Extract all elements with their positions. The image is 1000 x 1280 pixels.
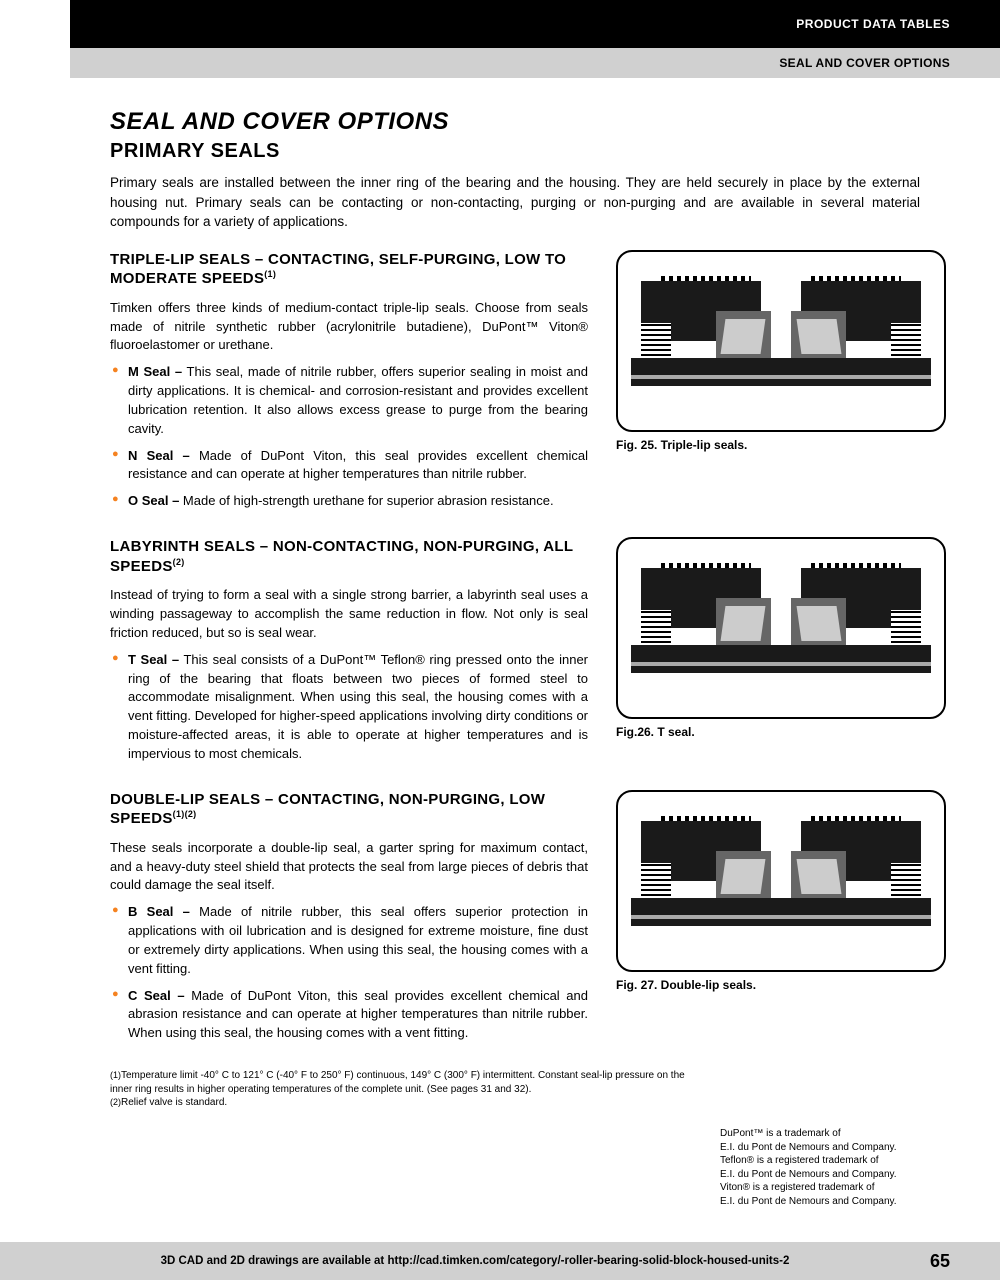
page-title: SEAL AND COVER OPTIONS (110, 108, 950, 136)
header-black-text: PRODUCT DATA TABLES (796, 17, 950, 31)
page-content: SEAL AND COVER OPTIONS PRIMARY SEALS Pri… (0, 78, 1000, 1110)
list-item: N Seal – Made of DuPont Viton, this seal… (110, 447, 588, 485)
figure-caption: Fig. 27. Double-lip seals. (616, 978, 946, 992)
figure-caption: Fig. 25. Triple-lip seals. (616, 438, 946, 452)
figure-caption: Fig.26. T seal. (616, 725, 946, 739)
section-heading: TRIPLE-LIP SEALS – CONTACTING, SELF-PURG… (110, 250, 588, 289)
list-item: C Seal – Made of DuPont Viton, this seal… (110, 987, 588, 1044)
footer-text: 3D CAD and 2D drawings are available at … (50, 1255, 900, 1267)
list-item: B Seal – Made of nitrile rubber, this se… (110, 903, 588, 978)
section-description: Instead of trying to form a seal with a … (110, 586, 588, 643)
header-gray-bar: SEAL AND COVER OPTIONS (70, 48, 1000, 78)
footnotes: (1)Temperature limit -40° C to 121° C (-… (110, 1069, 700, 1110)
section-heading: DOUBLE-LIP SEALS – CONTACTING, NON-PURGI… (110, 790, 588, 829)
section-description: These seals incorporate a double-lip sea… (110, 839, 588, 896)
seal-diagram (616, 537, 946, 719)
header-gray-text: SEAL AND COVER OPTIONS (779, 56, 950, 70)
section-text: TRIPLE-LIP SEALS – CONTACTING, SELF-PURG… (110, 250, 588, 519)
page-number: 65 (930, 1251, 950, 1272)
section-heading: LABYRINTH SEALS – NON-CONTACTING, NON-PU… (110, 537, 588, 576)
figure-column: Fig. 25. Triple-lip seals. (616, 250, 946, 519)
figure-column: Fig.26. T seal. (616, 537, 946, 772)
section-2: DOUBLE-LIP SEALS – CONTACTING, NON-PURGI… (110, 790, 950, 1051)
page-footer: 3D CAD and 2D drawings are available at … (0, 1242, 1000, 1280)
section-1: LABYRINTH SEALS – NON-CONTACTING, NON-PU… (110, 537, 950, 772)
seal-diagram (616, 250, 946, 432)
seal-diagram (616, 790, 946, 972)
seal-list: M Seal – This seal, made of nitrile rubb… (110, 363, 588, 511)
list-item: T Seal – This seal consists of a DuPont™… (110, 651, 588, 764)
list-item: O Seal – Made of high-strength urethane … (110, 492, 588, 511)
list-item: M Seal – This seal, made of nitrile rubb… (110, 363, 588, 438)
trademark-notice: DuPont™ is a trademark ofE.I. du Pont de… (720, 1127, 950, 1208)
section-text: DOUBLE-LIP SEALS – CONTACTING, NON-PURGI… (110, 790, 588, 1051)
intro-paragraph: Primary seals are installed between the … (110, 173, 920, 232)
section-0: TRIPLE-LIP SEALS – CONTACTING, SELF-PURG… (110, 250, 950, 519)
page-subtitle: PRIMARY SEALS (110, 140, 950, 163)
seal-list: T Seal – This seal consists of a DuPont™… (110, 651, 588, 764)
section-text: LABYRINTH SEALS – NON-CONTACTING, NON-PU… (110, 537, 588, 772)
seal-list: B Seal – Made of nitrile rubber, this se… (110, 903, 588, 1043)
section-description: Timken offers three kinds of medium-cont… (110, 299, 588, 356)
figure-column: Fig. 27. Double-lip seals. (616, 790, 946, 1051)
header-black-bar: PRODUCT DATA TABLES (70, 0, 1000, 48)
